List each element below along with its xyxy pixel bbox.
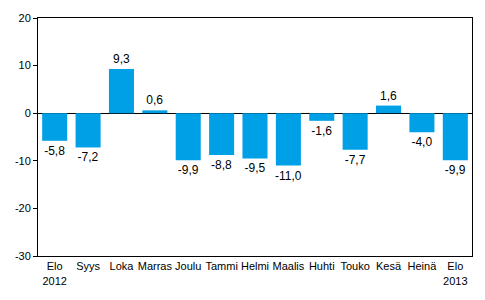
svg-text:20: 20 bbox=[19, 12, 31, 24]
svg-text:Elo2012: Elo2012 bbox=[42, 260, 66, 286]
svg-text:-9,9: -9,9 bbox=[445, 163, 466, 177]
svg-text:Elo2013: Elo2013 bbox=[443, 260, 467, 286]
svg-text:-10: -10 bbox=[15, 155, 31, 167]
svg-text:Tammi: Tammi bbox=[205, 260, 237, 272]
svg-text:0,6: 0,6 bbox=[146, 93, 163, 107]
svg-text:Syys: Syys bbox=[76, 260, 100, 272]
svg-text:0: 0 bbox=[25, 107, 31, 119]
svg-text:-30: -30 bbox=[15, 250, 31, 262]
svg-text:Marras: Marras bbox=[138, 260, 173, 272]
svg-text:Huhti: Huhti bbox=[309, 260, 335, 272]
svg-text:Loka: Loka bbox=[110, 260, 135, 272]
svg-text:Touko: Touko bbox=[340, 260, 369, 272]
svg-text:-20: -20 bbox=[15, 202, 31, 214]
svg-text:-8,8: -8,8 bbox=[211, 158, 232, 172]
svg-text:-4,0: -4,0 bbox=[411, 135, 432, 149]
svg-text:Joulu: Joulu bbox=[175, 260, 201, 272]
svg-text:Heinä: Heinä bbox=[408, 260, 438, 272]
svg-text:Kesä: Kesä bbox=[376, 260, 402, 272]
svg-text:9,3: 9,3 bbox=[113, 52, 130, 66]
svg-text:10: 10 bbox=[19, 59, 31, 71]
svg-text:-9,5: -9,5 bbox=[244, 161, 265, 175]
svg-text:-7,7: -7,7 bbox=[345, 153, 366, 167]
svg-text:-9,9: -9,9 bbox=[178, 163, 199, 177]
svg-text:-11,0: -11,0 bbox=[275, 169, 302, 183]
svg-text:-5,8: -5,8 bbox=[44, 144, 65, 158]
svg-text:1,6: 1,6 bbox=[380, 89, 397, 103]
svg-text:-7,2: -7,2 bbox=[78, 150, 99, 164]
svg-text:Maalis: Maalis bbox=[272, 260, 304, 272]
svg-text:-1,6: -1,6 bbox=[311, 124, 332, 138]
svg-text:Helmi: Helmi bbox=[241, 260, 269, 272]
